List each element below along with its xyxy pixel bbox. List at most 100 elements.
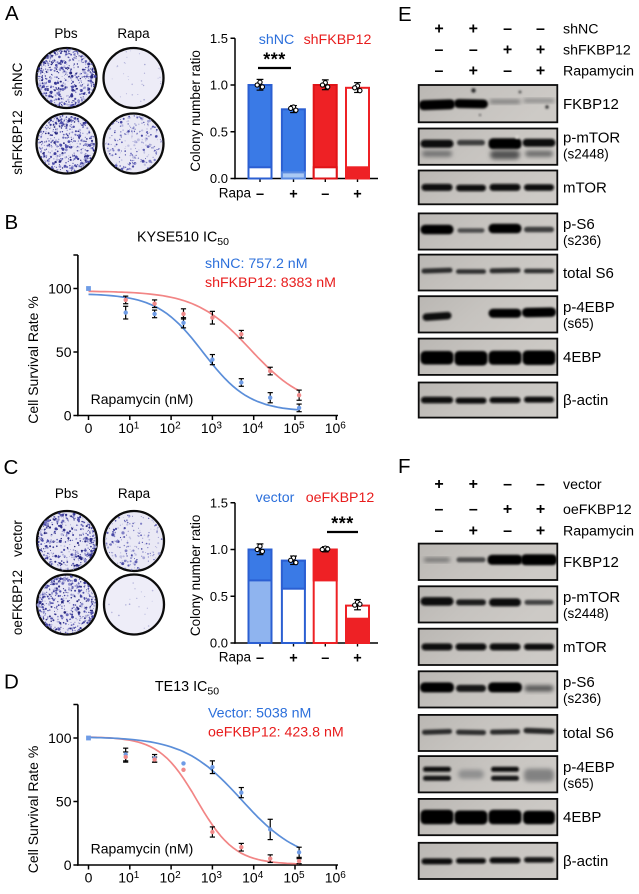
- svg-text:shNC: shNC: [10, 62, 25, 96]
- svg-text:Vector: 5038 nM: Vector: 5038 nM: [208, 706, 311, 722]
- svg-text:–: –: [536, 21, 545, 38]
- svg-text:shNC: shNC: [259, 32, 294, 48]
- svg-text:***: ***: [331, 514, 354, 534]
- svg-text:shFKBP12: 8383 nM: shFKBP12: 8383 nM: [205, 275, 336, 291]
- svg-text:+: +: [469, 523, 478, 540]
- svg-text:Cell Survival Rate %: Cell Survival Rate %: [25, 296, 41, 424]
- svg-text:shNC: 757.2 nM: shNC: 757.2 nM: [205, 256, 308, 272]
- svg-text:p-4EBP: p-4EBP: [563, 299, 615, 316]
- svg-text:(s2448): (s2448): [563, 147, 609, 162]
- svg-text:1.5: 1.5: [210, 495, 228, 510]
- svg-text:4EBP: 4EBP: [563, 349, 601, 366]
- svg-text:Rapa: Rapa: [219, 650, 252, 665]
- svg-text:+: +: [353, 651, 361, 667]
- svg-text:+: +: [469, 476, 478, 493]
- svg-text:0.5: 0.5: [210, 124, 228, 139]
- svg-text:Colony number ratio: Colony number ratio: [188, 515, 203, 637]
- svg-text:FKBP12: FKBP12: [563, 554, 619, 571]
- svg-text:+: +: [536, 523, 545, 540]
- svg-text:–: –: [536, 476, 545, 493]
- svg-text:Cell Survival Rate %: Cell Survival Rate %: [25, 746, 41, 874]
- svg-text:B: B: [5, 211, 19, 234]
- svg-text:–: –: [435, 42, 444, 59]
- svg-text:vector: vector: [563, 477, 602, 493]
- svg-text:Rapamycin: Rapamycin: [563, 64, 634, 80]
- svg-text:shNC: shNC: [563, 22, 598, 38]
- svg-text:1.5: 1.5: [210, 31, 228, 46]
- svg-text:oeFKBP12: oeFKBP12: [306, 490, 375, 506]
- svg-text:C: C: [4, 456, 19, 479]
- svg-text:A: A: [5, 2, 19, 25]
- svg-text:Pbs: Pbs: [55, 486, 79, 501]
- svg-text:–: –: [435, 523, 444, 540]
- svg-text:Rapamycin (nM): Rapamycin (nM): [91, 841, 194, 857]
- svg-text:+: +: [289, 651, 297, 667]
- svg-text:shFKBP12: shFKBP12: [563, 43, 631, 59]
- svg-text:–: –: [503, 63, 512, 80]
- svg-text:(s236): (s236): [563, 691, 601, 706]
- svg-text:Rapa: Rapa: [117, 26, 150, 41]
- svg-text:Colony number ratio: Colony number ratio: [188, 50, 203, 172]
- svg-text:0: 0: [85, 420, 93, 436]
- svg-text:Rapamycin (nM): Rapamycin (nM): [91, 391, 194, 407]
- svg-text:(s2448): (s2448): [563, 606, 609, 621]
- svg-text:–: –: [256, 187, 264, 203]
- svg-text:Pbs: Pbs: [54, 26, 78, 41]
- svg-text:+: +: [434, 476, 443, 493]
- svg-text:KYSE510 IC50: KYSE510 IC50: [137, 230, 229, 249]
- svg-text:–: –: [503, 21, 512, 38]
- svg-text:1.0: 1.0: [210, 542, 228, 557]
- svg-text:–: –: [503, 476, 512, 493]
- svg-text:–: –: [321, 651, 329, 667]
- svg-text:–: –: [256, 651, 264, 667]
- svg-text:–: –: [469, 501, 478, 518]
- svg-text:E: E: [398, 3, 412, 26]
- svg-text:+: +: [353, 187, 361, 203]
- svg-text:+: +: [434, 21, 443, 38]
- svg-text:(s65): (s65): [563, 316, 594, 331]
- svg-text:F: F: [398, 455, 411, 478]
- svg-text:+: +: [469, 21, 478, 38]
- svg-text:shFKBP12: shFKBP12: [304, 32, 372, 48]
- svg-text:+: +: [503, 501, 512, 518]
- svg-text:0.0: 0.0: [210, 636, 228, 651]
- svg-text:+: +: [289, 187, 297, 203]
- svg-text:0.5: 0.5: [210, 589, 228, 604]
- svg-text:total S6: total S6: [563, 265, 614, 282]
- svg-text:+: +: [536, 42, 545, 59]
- svg-text:oeFKBP12: oeFKBP12: [10, 570, 25, 635]
- svg-text:TE13 IC50: TE13 IC50: [155, 679, 219, 698]
- svg-text:total S6: total S6: [563, 725, 614, 742]
- svg-text:vector: vector: [10, 520, 25, 557]
- svg-text:100: 100: [48, 730, 72, 746]
- svg-text:mTOR: mTOR: [563, 639, 607, 656]
- svg-text:p-4EBP: p-4EBP: [563, 759, 615, 776]
- svg-text:p-mTOR: p-mTOR: [563, 130, 620, 147]
- svg-text:p-S6: p-S6: [563, 216, 595, 233]
- svg-text:+: +: [503, 42, 512, 59]
- svg-text:p-S6: p-S6: [563, 674, 595, 691]
- svg-text:D: D: [4, 671, 19, 694]
- svg-text:50: 50: [56, 793, 72, 809]
- svg-text:0.0: 0.0: [210, 171, 228, 186]
- svg-text:vector: vector: [256, 490, 295, 506]
- svg-text:FKBP12: FKBP12: [563, 96, 619, 113]
- svg-text:–: –: [469, 42, 478, 59]
- svg-text:(s236): (s236): [563, 233, 601, 248]
- svg-text:(s65): (s65): [563, 776, 594, 791]
- svg-text:Rapa: Rapa: [219, 186, 252, 201]
- svg-text:4EBP: 4EBP: [563, 809, 601, 826]
- svg-text:1.0: 1.0: [210, 78, 228, 93]
- svg-text:+: +: [536, 501, 545, 518]
- svg-text:0: 0: [64, 407, 72, 423]
- svg-text:mTOR: mTOR: [563, 180, 607, 197]
- svg-text:β-actin: β-actin: [563, 392, 608, 409]
- svg-text:50: 50: [56, 344, 72, 360]
- svg-text:β-actin: β-actin: [563, 853, 608, 870]
- svg-text:Rapa: Rapa: [118, 486, 151, 501]
- svg-text:shFKBP12: shFKBP12: [10, 110, 25, 175]
- svg-text:–: –: [503, 523, 512, 540]
- svg-text:–: –: [435, 63, 444, 80]
- svg-text:p-mTOR: p-mTOR: [563, 589, 620, 606]
- svg-text:+: +: [469, 63, 478, 80]
